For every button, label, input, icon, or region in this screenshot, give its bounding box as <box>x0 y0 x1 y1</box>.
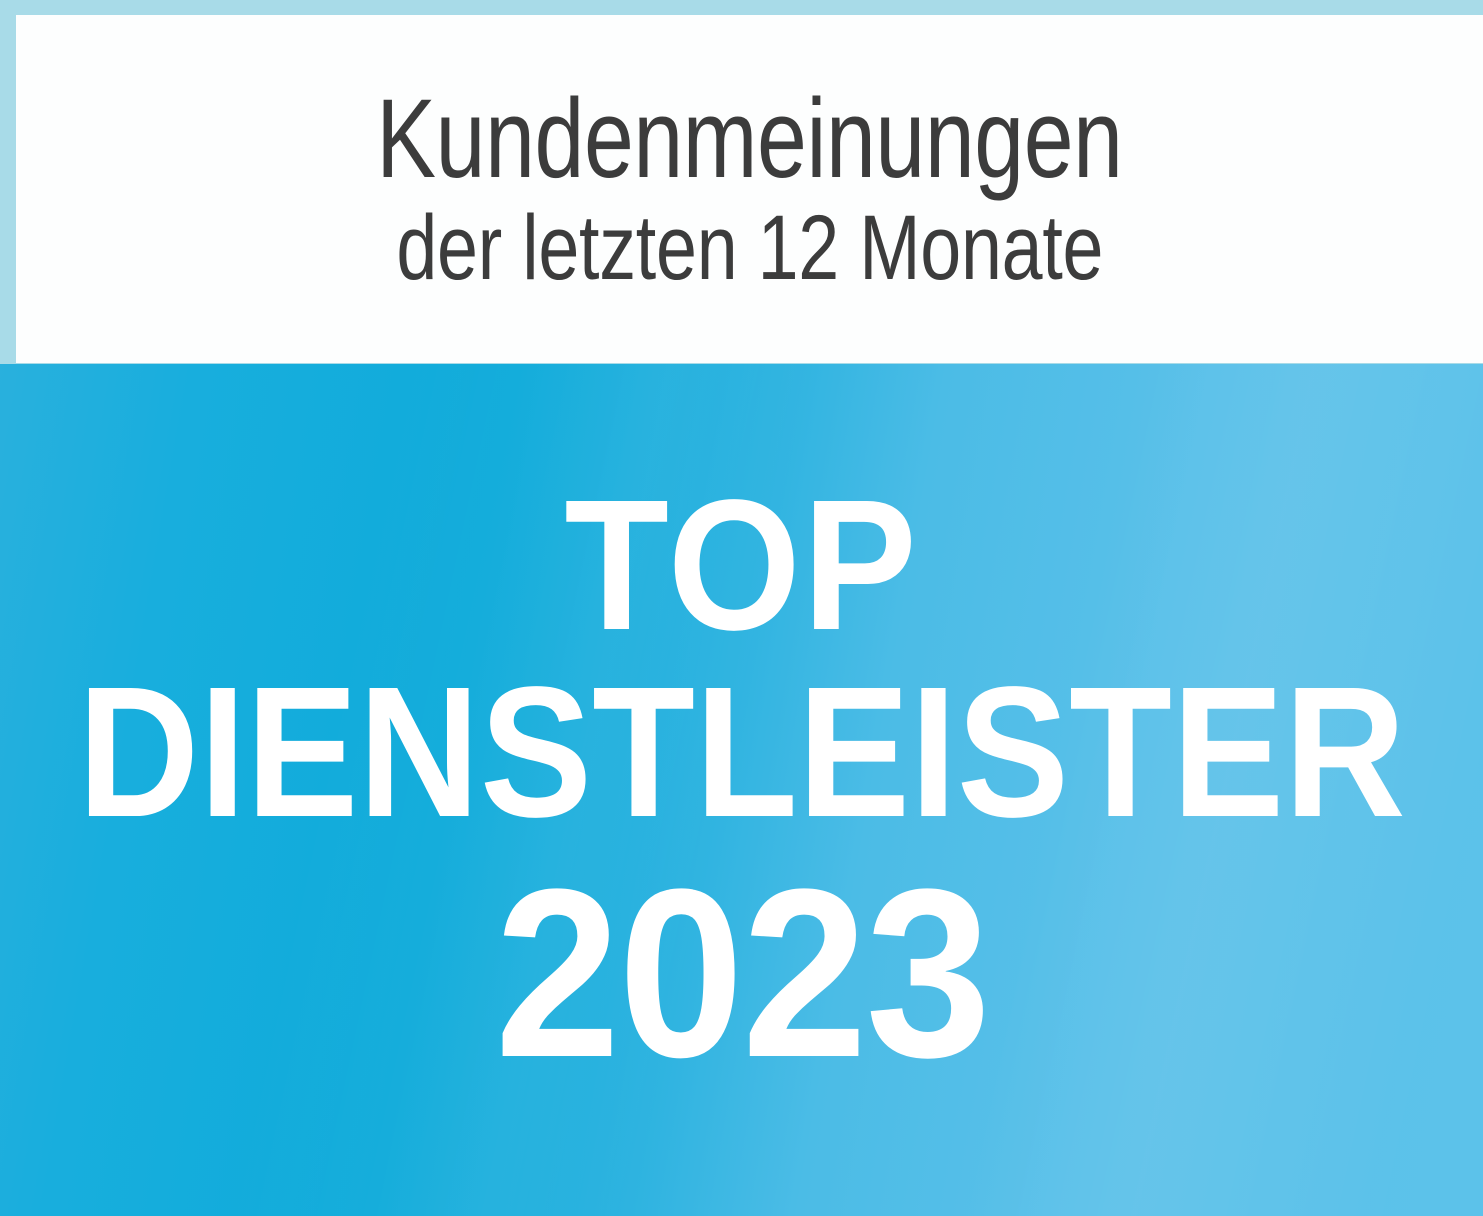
header-frame: Kundenmeinungen der letzten 12 Monate <box>0 0 1483 364</box>
header-panel: Kundenmeinungen der letzten 12 Monate <box>16 15 1483 363</box>
award-line-top: TOP <box>564 462 919 669</box>
award-body-panel: TOP DIENSTLEISTER 2023 <box>0 364 1483 1216</box>
award-line-year: 2023 <box>494 838 990 1107</box>
award-line-main: DIENSTLEISTER <box>77 649 1406 857</box>
award-body-content: TOP DIENSTLEISTER 2023 <box>0 364 1483 1216</box>
header-title: Kundenmeinungen <box>376 75 1123 201</box>
header-subtitle: der letzten 12 Monate <box>396 196 1103 299</box>
